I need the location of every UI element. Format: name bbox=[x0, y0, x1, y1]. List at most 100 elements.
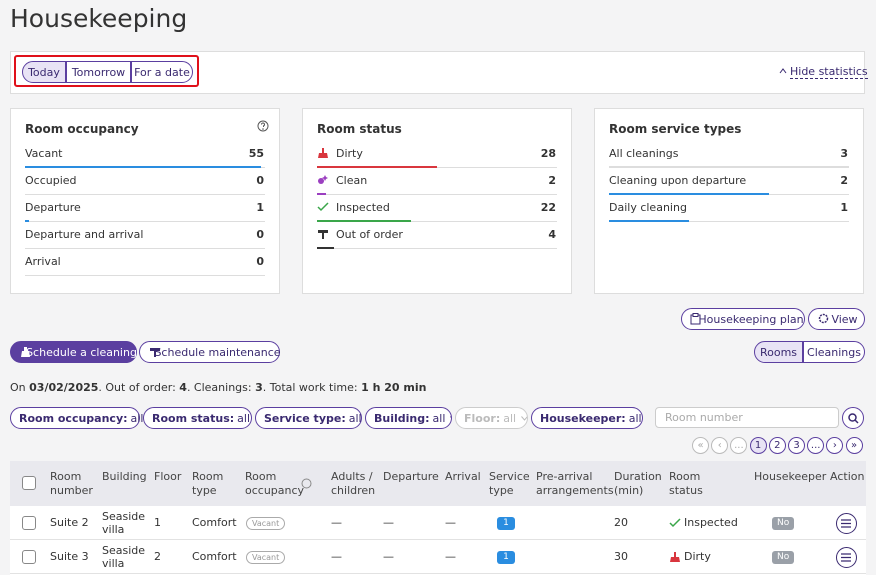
row-divider bbox=[10, 539, 866, 540]
stat-bar bbox=[25, 166, 261, 168]
summary-part: 03/02/2025 bbox=[29, 381, 99, 394]
cell-text: 1 bbox=[154, 516, 161, 529]
status-icon bbox=[318, 230, 328, 239]
checkbox[interactable] bbox=[22, 476, 36, 490]
stat-track bbox=[609, 221, 849, 222]
column-header: Adults / children bbox=[331, 470, 376, 497]
status-icon bbox=[317, 202, 329, 212]
stat-value: 0 bbox=[256, 255, 264, 268]
stat-value: 3 bbox=[840, 147, 848, 160]
stat-value: 2 bbox=[840, 174, 848, 187]
help-icon bbox=[257, 120, 269, 132]
stat-track bbox=[317, 248, 557, 249]
page-button[interactable]: » bbox=[845, 437, 863, 454]
housekeeper-badge: No bbox=[772, 551, 795, 564]
action-button[interactable] bbox=[836, 547, 857, 568]
occupancy-badge: Vacant bbox=[246, 517, 286, 530]
cell-text: — bbox=[331, 550, 342, 563]
cell-text: — bbox=[383, 516, 394, 529]
column-header: Building bbox=[102, 470, 147, 483]
stat-label: Daily cleaning bbox=[609, 201, 687, 214]
schedule-cleaning-button[interactable]: Schedule a cleaning bbox=[10, 341, 137, 363]
filter-dropdown[interactable]: Service type: all bbox=[255, 407, 362, 429]
stat-bar bbox=[609, 193, 769, 195]
stat-value: 0 bbox=[256, 228, 264, 241]
search-icon bbox=[848, 413, 859, 424]
column-header: Arrival bbox=[445, 470, 481, 483]
cell-text: — bbox=[383, 550, 394, 563]
cell-text: — bbox=[445, 516, 456, 529]
cell-text: Seaside villa bbox=[102, 544, 146, 570]
stat-label: Out of order bbox=[336, 228, 403, 241]
service-badge: 1 bbox=[497, 517, 515, 530]
cell-text: Suite 3 bbox=[50, 550, 89, 563]
card-title: Room service types bbox=[609, 122, 742, 136]
schedule-maintenance-button[interactable]: Schedule maintenance bbox=[139, 341, 281, 363]
search-button[interactable] bbox=[842, 407, 864, 429]
summary-part: . Total work time: bbox=[262, 381, 362, 394]
btn-icon bbox=[818, 313, 829, 324]
filter-dropdown[interactable]: Room status: all bbox=[143, 407, 252, 429]
date-tab[interactable]: Tomorrow bbox=[66, 61, 131, 83]
filter-value: all bbox=[628, 411, 642, 425]
page-button[interactable]: ... bbox=[730, 437, 748, 454]
checkbox[interactable] bbox=[22, 516, 36, 530]
checkbox[interactable] bbox=[22, 550, 36, 564]
page-button[interactable]: 2 bbox=[768, 437, 786, 454]
page-button[interactable]: « bbox=[692, 437, 709, 454]
stat-label: Arrival bbox=[25, 255, 61, 268]
cell-text: Suite 2 bbox=[50, 516, 89, 529]
card-title: Room status bbox=[317, 122, 402, 136]
page-button[interactable]: ‹ bbox=[711, 437, 729, 454]
search-input[interactable]: Room number bbox=[655, 407, 839, 428]
view-tab[interactable]: Rooms bbox=[754, 341, 803, 363]
status-icon bbox=[669, 518, 681, 528]
cell-text: Comfort bbox=[192, 550, 237, 563]
table-header bbox=[10, 461, 866, 506]
card-title: Room occupancy bbox=[25, 122, 139, 136]
stat-bar bbox=[317, 247, 335, 249]
page-button[interactable]: 1 bbox=[749, 437, 767, 454]
stat-label: Occupied bbox=[25, 174, 77, 187]
cell-text: — bbox=[331, 516, 342, 529]
stat-value: 1 bbox=[256, 201, 264, 214]
chevron-icon bbox=[779, 68, 787, 74]
date-tab[interactable]: Today bbox=[22, 61, 66, 83]
stat-label: Departure and arrival bbox=[25, 228, 144, 241]
btn-icon bbox=[690, 313, 701, 325]
status-text: Dirty bbox=[684, 550, 711, 563]
column-header: Floor bbox=[154, 470, 182, 483]
filter-dropdown[interactable]: Building: all bbox=[365, 407, 452, 429]
stat-value: 4 bbox=[548, 228, 556, 241]
date-tab[interactable]: For a date bbox=[131, 61, 193, 83]
cell-text: — bbox=[445, 550, 456, 563]
summary-part: 3 bbox=[255, 381, 263, 394]
filter-value: all bbox=[237, 411, 250, 425]
stat-bar bbox=[25, 220, 30, 222]
service-badge: 1 bbox=[497, 551, 515, 564]
view-button[interactable]: View bbox=[808, 308, 865, 330]
filter-label: Service type: bbox=[264, 411, 346, 425]
filter-dropdown[interactable]: Housekeeper: all bbox=[531, 407, 643, 429]
filter-dropdown[interactable]: Room occupancy: all bbox=[10, 407, 143, 429]
view-tab[interactable]: Cleanings bbox=[803, 341, 865, 363]
page-button[interactable]: › bbox=[826, 437, 844, 454]
cell-text: 30 bbox=[614, 550, 628, 563]
column-header: Housekeeper bbox=[754, 470, 827, 483]
stat-label: Dirty bbox=[336, 147, 363, 160]
stats-card: Room status Dirty 28 Clean 2 Inspected 22 Out o… bbox=[302, 108, 572, 294]
column-header: Room occupancy bbox=[245, 470, 305, 497]
summary-part: 1 h 20 min bbox=[361, 381, 427, 394]
page-button[interactable]: ... bbox=[807, 437, 825, 454]
housekeeping-plan-button[interactable]: Housekeeping plan bbox=[681, 308, 805, 330]
action-button[interactable] bbox=[836, 513, 857, 534]
stat-track bbox=[25, 275, 265, 276]
filter-label: Housekeeper: bbox=[540, 411, 626, 425]
filter-dropdown[interactable]: Floor: all bbox=[455, 407, 528, 429]
page-title: Housekeeping bbox=[10, 4, 188, 33]
stat-bar bbox=[317, 193, 326, 195]
page-button[interactable]: 3 bbox=[788, 437, 805, 454]
hide-statistics[interactable]: Hide statistics bbox=[790, 65, 868, 79]
btn-icon bbox=[150, 348, 160, 357]
